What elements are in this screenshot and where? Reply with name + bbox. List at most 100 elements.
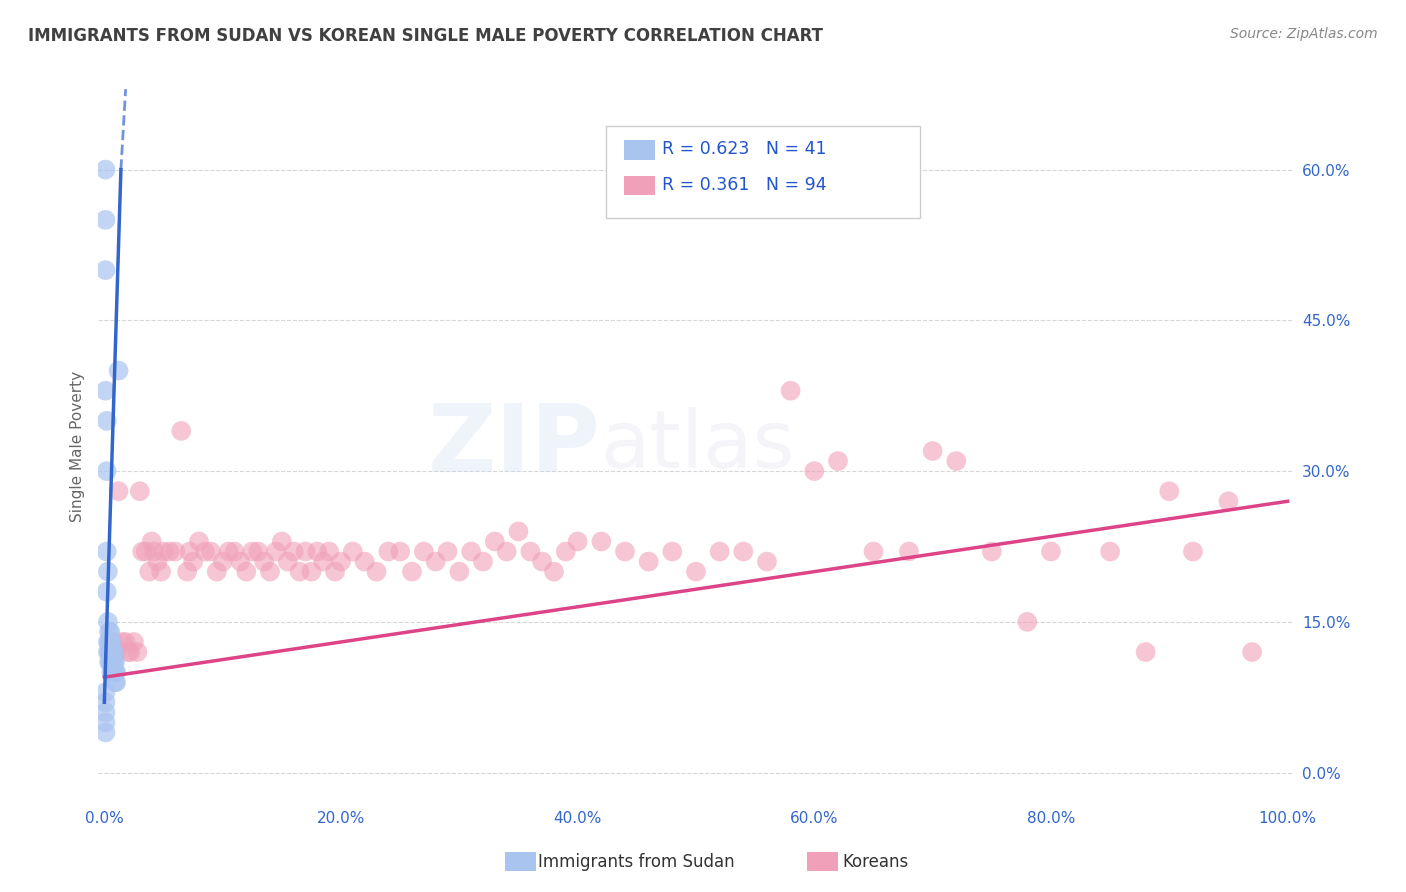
Point bbox=[1099, 544, 1122, 558]
Point bbox=[366, 565, 388, 579]
Point bbox=[312, 555, 335, 569]
Point bbox=[803, 464, 825, 478]
Point bbox=[460, 544, 482, 558]
Point bbox=[94, 695, 117, 709]
Point bbox=[288, 565, 311, 579]
Point bbox=[103, 665, 125, 680]
Point bbox=[1135, 645, 1157, 659]
Point bbox=[205, 565, 228, 579]
Point bbox=[229, 555, 252, 569]
Point bbox=[98, 624, 121, 639]
Point bbox=[94, 212, 117, 227]
Point bbox=[299, 565, 322, 579]
Point bbox=[141, 534, 163, 549]
Point bbox=[827, 454, 849, 468]
Point bbox=[862, 544, 884, 558]
Point bbox=[401, 565, 423, 579]
Point bbox=[449, 565, 471, 579]
Point bbox=[425, 555, 447, 569]
Point bbox=[117, 645, 139, 659]
Point bbox=[94, 384, 117, 398]
Point bbox=[97, 615, 120, 629]
Point bbox=[709, 544, 731, 558]
Point bbox=[330, 555, 353, 569]
Point bbox=[945, 454, 967, 468]
Point bbox=[100, 655, 122, 669]
Point bbox=[94, 715, 117, 730]
Point bbox=[107, 363, 129, 377]
Point bbox=[294, 544, 316, 558]
Point bbox=[1181, 544, 1204, 558]
Point bbox=[543, 565, 565, 579]
Point bbox=[247, 544, 270, 558]
Point bbox=[264, 544, 287, 558]
Point bbox=[94, 162, 117, 177]
Text: atlas: atlas bbox=[600, 407, 794, 485]
Point bbox=[283, 544, 305, 558]
Point bbox=[412, 544, 434, 558]
Point bbox=[96, 464, 118, 478]
Point bbox=[733, 544, 755, 558]
Point bbox=[96, 544, 118, 558]
Text: Koreans: Koreans bbox=[842, 853, 908, 871]
Point bbox=[181, 555, 204, 569]
Point bbox=[103, 645, 125, 659]
Point bbox=[318, 544, 340, 558]
Point bbox=[122, 635, 145, 649]
Point bbox=[97, 645, 120, 659]
Point bbox=[105, 645, 128, 659]
Point bbox=[150, 565, 173, 579]
Point bbox=[179, 544, 201, 558]
Text: Immigrants from Sudan: Immigrants from Sudan bbox=[538, 853, 735, 871]
Point bbox=[554, 544, 576, 558]
Point bbox=[98, 635, 121, 649]
Text: IMMIGRANTS FROM SUDAN VS KOREAN SINGLE MALE POVERTY CORRELATION CHART: IMMIGRANTS FROM SUDAN VS KOREAN SINGLE M… bbox=[28, 27, 823, 45]
Point bbox=[323, 565, 346, 579]
Point bbox=[100, 665, 122, 680]
Point bbox=[342, 544, 364, 558]
Point bbox=[143, 544, 166, 558]
Point bbox=[685, 565, 707, 579]
Point bbox=[96, 414, 118, 428]
Point bbox=[98, 655, 121, 669]
Point bbox=[1039, 544, 1062, 558]
Point bbox=[377, 544, 399, 558]
Point bbox=[270, 534, 292, 549]
Point bbox=[567, 534, 589, 549]
Point bbox=[1241, 645, 1264, 659]
Point bbox=[157, 544, 180, 558]
Text: R = 0.623   N = 41: R = 0.623 N = 41 bbox=[662, 140, 827, 158]
Point bbox=[98, 645, 121, 659]
Point bbox=[779, 384, 801, 398]
Point bbox=[755, 555, 778, 569]
Point bbox=[240, 544, 263, 558]
Point bbox=[131, 544, 153, 558]
Point bbox=[188, 534, 211, 549]
Point bbox=[484, 534, 506, 549]
Point bbox=[259, 565, 281, 579]
Point bbox=[389, 544, 412, 558]
Point bbox=[114, 635, 136, 649]
Point bbox=[94, 263, 117, 277]
Point bbox=[897, 544, 920, 558]
Point bbox=[637, 555, 659, 569]
Point bbox=[97, 565, 120, 579]
Point bbox=[104, 655, 127, 669]
Y-axis label: Single Male Poverty: Single Male Poverty bbox=[69, 370, 84, 522]
Point bbox=[194, 544, 217, 558]
Point bbox=[111, 635, 134, 649]
Point bbox=[98, 645, 121, 659]
Point bbox=[218, 544, 240, 558]
Point bbox=[235, 565, 257, 579]
Point bbox=[146, 555, 169, 569]
Point bbox=[94, 685, 117, 699]
Point bbox=[1159, 484, 1181, 499]
Point bbox=[253, 555, 276, 569]
Point bbox=[98, 645, 121, 659]
Text: R = 0.361   N = 94: R = 0.361 N = 94 bbox=[662, 176, 827, 194]
Point bbox=[98, 624, 121, 639]
Point bbox=[96, 584, 118, 599]
Point bbox=[103, 635, 125, 649]
Point bbox=[307, 544, 329, 558]
Point bbox=[98, 635, 121, 649]
